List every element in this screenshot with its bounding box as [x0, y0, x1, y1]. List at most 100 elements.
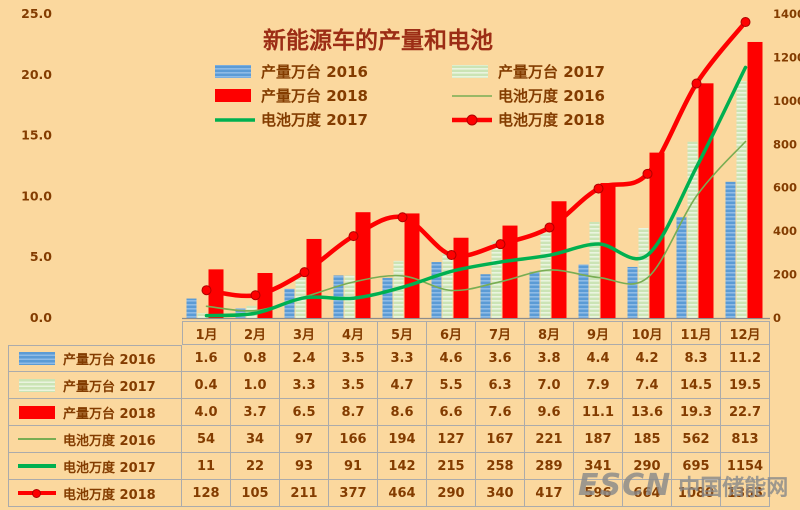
line-marker: [250, 290, 261, 301]
table-value: 22: [231, 453, 280, 480]
table-value: 4.7: [378, 372, 427, 399]
line-marker: [642, 168, 653, 179]
table-value: 187: [574, 426, 623, 453]
table-value: 289: [525, 453, 574, 480]
table-value: 377: [329, 480, 378, 507]
bar-series1: [344, 275, 355, 318]
table-value: 695: [672, 453, 721, 480]
bar-series2: [306, 238, 322, 318]
month-header: 2月: [231, 321, 280, 345]
bar-series1: [638, 228, 649, 318]
table-value: 7.6: [476, 399, 525, 426]
month-header: 6月: [427, 321, 476, 345]
table-value: 6.5: [280, 399, 329, 426]
table-value: 8.3: [672, 345, 721, 372]
legend-label: 产量万台 2018: [261, 87, 368, 105]
watermark-logo: ESCN: [578, 468, 672, 503]
legend-swatch: [452, 65, 488, 78]
line-marker: [348, 231, 359, 242]
table-value: 194: [378, 426, 427, 453]
legend-swatch: [215, 89, 251, 102]
bar-series1: [197, 313, 208, 318]
month-header: 1月: [182, 321, 231, 345]
table-value: 290: [623, 453, 672, 480]
line-marker: [593, 183, 604, 194]
combo-chart: 新能源车的产量和电池 0.0 5.0 10.0 15.0 20.0 25.0 0 200 400 6…: [21, 6, 800, 325]
table-value: 417: [525, 480, 574, 507]
bar-series0: [676, 217, 687, 318]
table-value: 34: [231, 426, 280, 453]
bar-series1: [491, 241, 502, 318]
row-label-text: 产量万台 2017: [63, 379, 156, 395]
bar-series2: [502, 225, 518, 318]
bar-series0: [529, 271, 540, 318]
legend-label: 产量万台 2016: [261, 63, 368, 81]
bar-series2: [747, 41, 763, 319]
table-value: 664: [623, 480, 672, 507]
month-header: 12月: [721, 321, 770, 345]
row-label-text: 电池万度 2017: [63, 460, 156, 476]
line-marker: [446, 250, 457, 261]
bar-series2: [355, 212, 371, 318]
bar-series0: [480, 274, 491, 318]
table-value: 105: [231, 480, 280, 507]
right-axis-label: 1000: [773, 94, 800, 108]
table-value: 167: [476, 426, 525, 453]
left-axis-label: 15.0: [21, 128, 52, 143]
line-marker: [397, 212, 408, 223]
table-value: 1154: [721, 453, 770, 480]
legend-swatch-bar: [19, 378, 55, 392]
table-value: 14.5: [672, 372, 721, 399]
row-label: 产量万台 2016: [8, 345, 182, 372]
table-value: 258: [476, 453, 525, 480]
month-header: 9月: [574, 321, 623, 345]
right-axis-label: 1200: [773, 50, 800, 64]
row-label-text: 产量万台 2018: [63, 406, 156, 422]
table-value: 11.2: [721, 345, 770, 372]
bar-series0: [186, 298, 197, 318]
table-value: 3.3: [378, 345, 427, 372]
row-label: 电池万度 2017: [8, 453, 182, 480]
table-value: 127: [427, 426, 476, 453]
table-value: 596: [574, 480, 623, 507]
table-value: 2.4: [280, 345, 329, 372]
table-value: 6.3: [476, 372, 525, 399]
row-label: 电池万度 2016: [8, 426, 182, 453]
bar-series1: [736, 80, 747, 318]
bar-series0: [382, 277, 393, 318]
table-value: 54: [182, 426, 231, 453]
watermark-text: 中国储能网: [678, 475, 789, 501]
month-header: 10月: [623, 321, 672, 345]
table-value: 813: [721, 426, 770, 453]
right-axis-label: 800: [773, 137, 797, 151]
table-value: 5.5: [427, 372, 476, 399]
table-value: 0.4: [182, 372, 231, 399]
right-axis-label: 0: [773, 311, 781, 325]
legend-label: 产量万台 2017: [498, 63, 605, 81]
table-value: 1.0: [231, 372, 280, 399]
table-value: 4.4: [574, 345, 623, 372]
table-value: 3.5: [329, 345, 378, 372]
table-value: 19.5: [721, 372, 770, 399]
line-marker: [299, 267, 310, 278]
line-series4: [204, 65, 748, 318]
table-value: 8.6: [378, 399, 427, 426]
left-axis-label: 10.0: [21, 188, 52, 203]
right-axis-label: 600: [773, 181, 797, 195]
table-value: 3.8: [525, 345, 574, 372]
legend-marker-dot: [32, 488, 41, 498]
row-label: 产量万台 2018: [8, 399, 182, 426]
table-value: 290: [427, 480, 476, 507]
table-value: 7.4: [623, 372, 672, 399]
table-value: 22.7: [721, 399, 770, 426]
legend-swatch-bar: [19, 352, 55, 365]
chart-title: 新能源车的产量和电池: [263, 27, 493, 54]
table-value: 19.3: [672, 399, 721, 426]
legend-swatch: [215, 65, 251, 78]
table-value: 7.0: [525, 372, 574, 399]
table-value: 3.7: [231, 399, 280, 426]
bar-series2: [600, 183, 616, 318]
bar-series2: [453, 237, 469, 318]
table-value: 464: [378, 480, 427, 507]
